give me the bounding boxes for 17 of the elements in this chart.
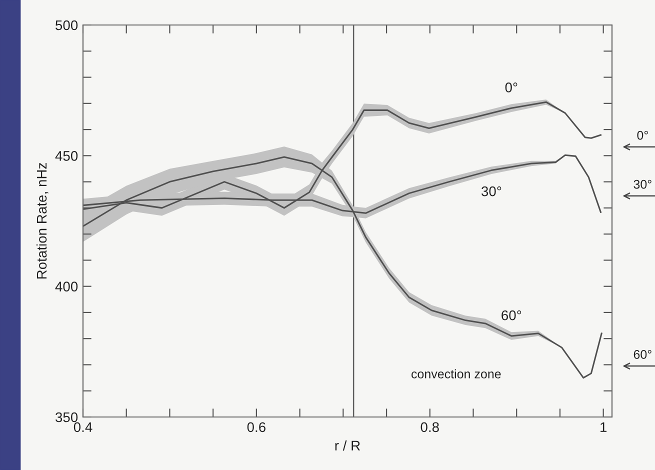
x-tick-label: 0.4	[74, 422, 92, 432]
series-label: 60°	[502, 310, 522, 320]
x-tick-label: 0.6	[247, 422, 266, 432]
text: 60°	[634, 350, 652, 359]
text: 0°	[637, 130, 648, 140]
series-label: 30°	[481, 186, 502, 196]
text: 30°	[634, 180, 652, 189]
series-label: 0°	[505, 82, 518, 92]
annotation: convection zone	[412, 369, 501, 378]
y-axis-title: Rotation Rate, nHz	[36, 163, 48, 279]
y-tick-label: 500	[56, 20, 78, 30]
x-tick-label: 0.8	[420, 422, 439, 432]
x-axis-title: r / R	[335, 440, 360, 451]
y-tick-label: 400	[55, 282, 78, 292]
x-tick-label: 1	[600, 422, 607, 432]
y-tick-label: 350	[56, 412, 78, 422]
y-tick-label: 450	[55, 151, 78, 161]
